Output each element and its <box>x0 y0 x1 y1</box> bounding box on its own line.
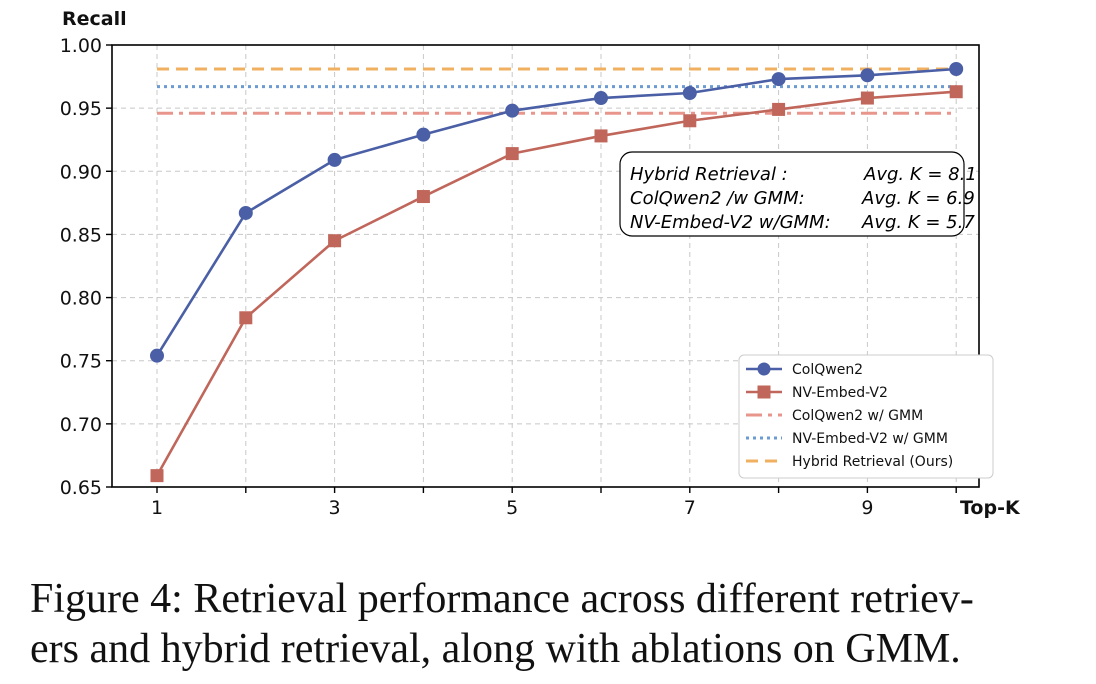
legend-label-colqwen2: ColQwen2 <box>792 362 863 378</box>
legend: ColQwen2 NV-Embed-V2 ColQwen2 w/ GMM NV-Emb… <box>738 354 994 479</box>
data-point-nv-embed-v2 <box>239 311 253 325</box>
annotation-label-2: ColQwen2 /w GMM: <box>630 188 805 209</box>
data-point-colqwen2 <box>327 152 342 167</box>
data-point-nv-embed-v2 <box>594 129 608 143</box>
plot-frame <box>111 44 980 488</box>
legend-label-nv-embed-v2: NV-Embed-V2 <box>792 385 888 401</box>
legend-label-hybrid-retrieval-ours: Hybrid Retrieval (Ours) <box>792 454 953 470</box>
data-point-colqwen2 <box>416 127 431 142</box>
data-point-colqwen2 <box>594 91 608 106</box>
data-point-nv-embed-v2 <box>949 85 963 99</box>
x-tick-label: 3 <box>329 497 341 519</box>
data-point-nv-embed-v2 <box>505 147 519 161</box>
data-point-colqwen2 <box>505 103 520 118</box>
series-line-colqwen2 <box>155 67 957 357</box>
x-tick-label: 5 <box>506 497 518 519</box>
data-point-colqwen2 <box>860 68 875 83</box>
x-tick-label: 1 <box>151 497 163 519</box>
x-axis-label: Top-K <box>960 497 1021 519</box>
y-tick-label: 0.90 <box>60 161 102 183</box>
legend-label-colqwen2-w-gmm: ColQwen2 w/ GMM <box>792 408 923 424</box>
data-point-nv-embed-v2 <box>772 102 786 116</box>
y-tick-label: 0.95 <box>60 98 102 120</box>
data-point-colqwen2 <box>771 72 786 87</box>
y-tick-label: 0.65 <box>60 477 102 499</box>
legend-marker-nv-embed-v2 <box>757 385 771 399</box>
data-point-colqwen2 <box>682 85 697 100</box>
x-tick-label: 9 <box>861 497 873 519</box>
legend-label-nv-embed-v2-w-gmm: NV-Embed-V2 w/ GMM <box>792 431 948 447</box>
y-axis-label: Recall <box>62 8 127 30</box>
annotation-label-1: Hybrid Retrieval : <box>630 164 788 185</box>
x-tick-label: 7 <box>684 497 696 519</box>
y-axis-ticks: 0.65 0.70 0.75 0.80 0.85 0.90 0.95 1.00 <box>60 35 112 499</box>
data-point-nv-embed-v2 <box>683 114 697 128</box>
series-markers <box>150 61 964 483</box>
recall-chart: 0.65 0.70 0.75 0.80 0.85 0.90 0.95 1.00 1 3 5 7 9 R… <box>60 8 1021 519</box>
y-tick-label: 0.70 <box>60 414 102 436</box>
y-tick-label: 0.80 <box>60 288 102 310</box>
reference-lines <box>157 67 957 115</box>
annotation-box: Hybrid Retrieval : Avg. K = 8.1 ColQwen2… <box>619 151 977 237</box>
data-point-nv-embed-v2 <box>860 91 874 105</box>
data-point-colqwen2 <box>238 205 253 220</box>
caption-line-1: Figure 4: Retrieval performance across d… <box>30 576 974 622</box>
annotation-label-3: NV-Embed-V2 w/GMM: <box>630 212 831 233</box>
data-point-nv-embed-v2 <box>150 469 164 483</box>
data-point-nv-embed-v2 <box>416 190 430 204</box>
y-tick-label: 0.75 <box>60 351 102 373</box>
data-point-colqwen2 <box>949 61 964 76</box>
legend-marker-colqwen2 <box>757 362 771 376</box>
series-lines <box>155 67 957 477</box>
data-point-nv-embed-v2 <box>328 234 342 248</box>
figure-caption: Figure 4: Retrieval performance across d… <box>30 574 1080 674</box>
x-axis-ticks: 1 3 5 7 9 <box>151 487 957 519</box>
annotation-value-1: Avg. K = 8.1 <box>863 164 977 185</box>
annotation-value-2: Avg. K = 6.9 <box>861 188 975 209</box>
y-tick-label: 0.85 <box>60 224 102 246</box>
series-line-nv-embed-v2 <box>155 90 957 477</box>
data-point-colqwen2 <box>150 348 164 363</box>
caption-line-2: ers and hybrid retrieval, along with abl… <box>30 626 961 672</box>
annotation-value-3: Avg. K = 5.7 <box>861 212 975 233</box>
y-tick-label: 1.00 <box>60 35 102 57</box>
